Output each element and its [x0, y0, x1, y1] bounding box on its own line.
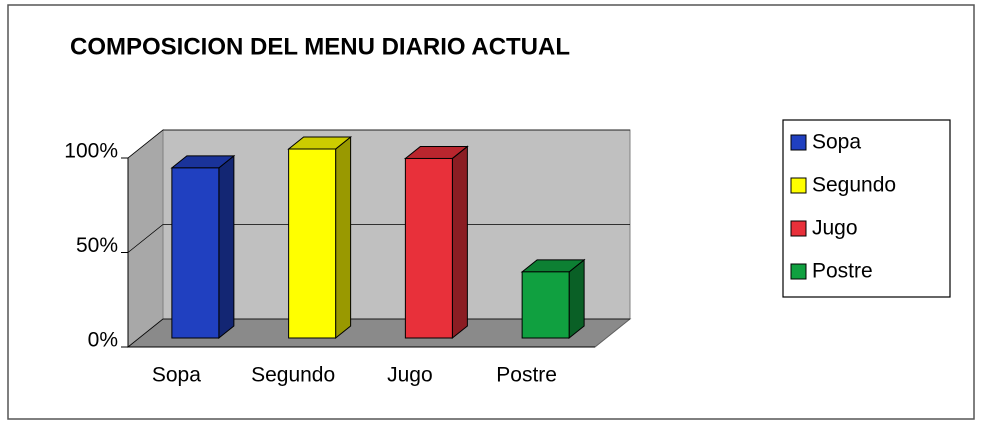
grid-line — [127, 318, 630, 348]
legend-label: Sopa — [812, 131, 861, 154]
bar-side — [451, 145, 468, 340]
x-tick-label: Segundo — [251, 364, 335, 387]
bar — [404, 157, 453, 339]
legend-swatch — [790, 177, 807, 194]
bar-side — [218, 154, 235, 340]
bar-side — [568, 258, 585, 340]
chart-title: COMPOSICION DEL MENU DIARIO ACTUAL — [70, 33, 570, 60]
legend-label: Postre — [812, 260, 873, 283]
legend-swatch — [790, 263, 807, 280]
x-tick-label: Jugo — [387, 364, 433, 387]
grid-line — [127, 129, 630, 159]
legend-label: Jugo — [812, 217, 858, 240]
bar — [288, 148, 337, 339]
y-tick-label: 50% — [76, 234, 118, 257]
legend-swatch — [790, 134, 807, 151]
x-tick-label: Postre — [496, 364, 557, 387]
legend-swatch — [790, 220, 807, 237]
bar-side — [335, 135, 352, 340]
y-tick-label: 0% — [88, 329, 118, 352]
legend-label: Segundo — [812, 174, 896, 197]
x-tick-label: Sopa — [152, 364, 201, 387]
grid-line — [127, 224, 630, 253]
legend-box — [782, 119, 951, 298]
bar — [521, 271, 570, 339]
y-tick-label: 100% — [64, 140, 118, 163]
bar — [171, 167, 220, 339]
